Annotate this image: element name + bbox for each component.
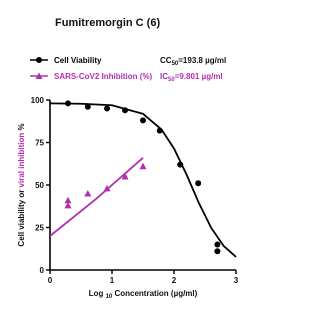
legend-marker [35, 72, 43, 79]
annotation-text: IC [160, 72, 168, 81]
annotation-subscript: 50 [168, 77, 175, 83]
annotation-text: CC [160, 56, 172, 65]
x-label-text: Log [89, 289, 106, 298]
data-point [103, 184, 111, 192]
fit-curve [49, 157, 144, 237]
data-point [84, 190, 92, 197]
data-point [64, 100, 71, 107]
y-label-text: viral inhibition [17, 133, 26, 188]
data-point [139, 162, 147, 170]
y-tick-label: 100 [31, 96, 45, 105]
data-point [64, 201, 72, 209]
data-point [214, 241, 221, 248]
x-label-subscript: 10 [106, 294, 113, 300]
y-tick-label: 50 [35, 181, 44, 190]
fit-curve [49, 102, 237, 258]
legend-label: SARS-CoV2 Inhibition (%) [54, 72, 153, 81]
data-point [104, 105, 111, 112]
x-tick-label: 1 [110, 276, 115, 285]
data-point [121, 173, 129, 180]
data-point [84, 103, 91, 110]
legend-label: Cell Viability [54, 56, 102, 65]
data-point [195, 180, 202, 187]
cc50-annotation: CC50=193.8 µg/ml [160, 56, 226, 67]
annotation-text: =193.8 µg/ml [178, 56, 226, 65]
x-tick-label: 2 [172, 276, 177, 285]
data-point [214, 248, 221, 255]
x-tick-label: 0 [48, 276, 53, 285]
x-tick-label: 3 [234, 276, 239, 285]
legend-marker [36, 57, 42, 63]
annotation-text: =9.801 µg/ml [175, 72, 223, 81]
chart-title: Fumitremorgin C (6) [55, 17, 160, 29]
data-point [156, 127, 163, 134]
x-label-text: Concentration (µg/ml) [112, 289, 197, 298]
y-axis-label: Cell viability or viral inhibition % [17, 123, 26, 246]
y-tick-label: 75 [35, 139, 44, 148]
x-axis-label: Log 10 Concentration (µg/ml) [89, 289, 198, 300]
y-label-text: Cell viability or [17, 187, 26, 246]
y-label-text: % [17, 123, 26, 132]
y-tick-label: 25 [35, 224, 44, 233]
data-point [122, 107, 129, 114]
annotation-subscript: 50 [172, 61, 179, 67]
data-point [140, 117, 146, 124]
ic50-annotation: IC50=9.801 µg/ml [160, 72, 223, 83]
y-tick-label: 0 [40, 266, 45, 275]
data-point [177, 161, 184, 168]
data-point [64, 196, 72, 204]
